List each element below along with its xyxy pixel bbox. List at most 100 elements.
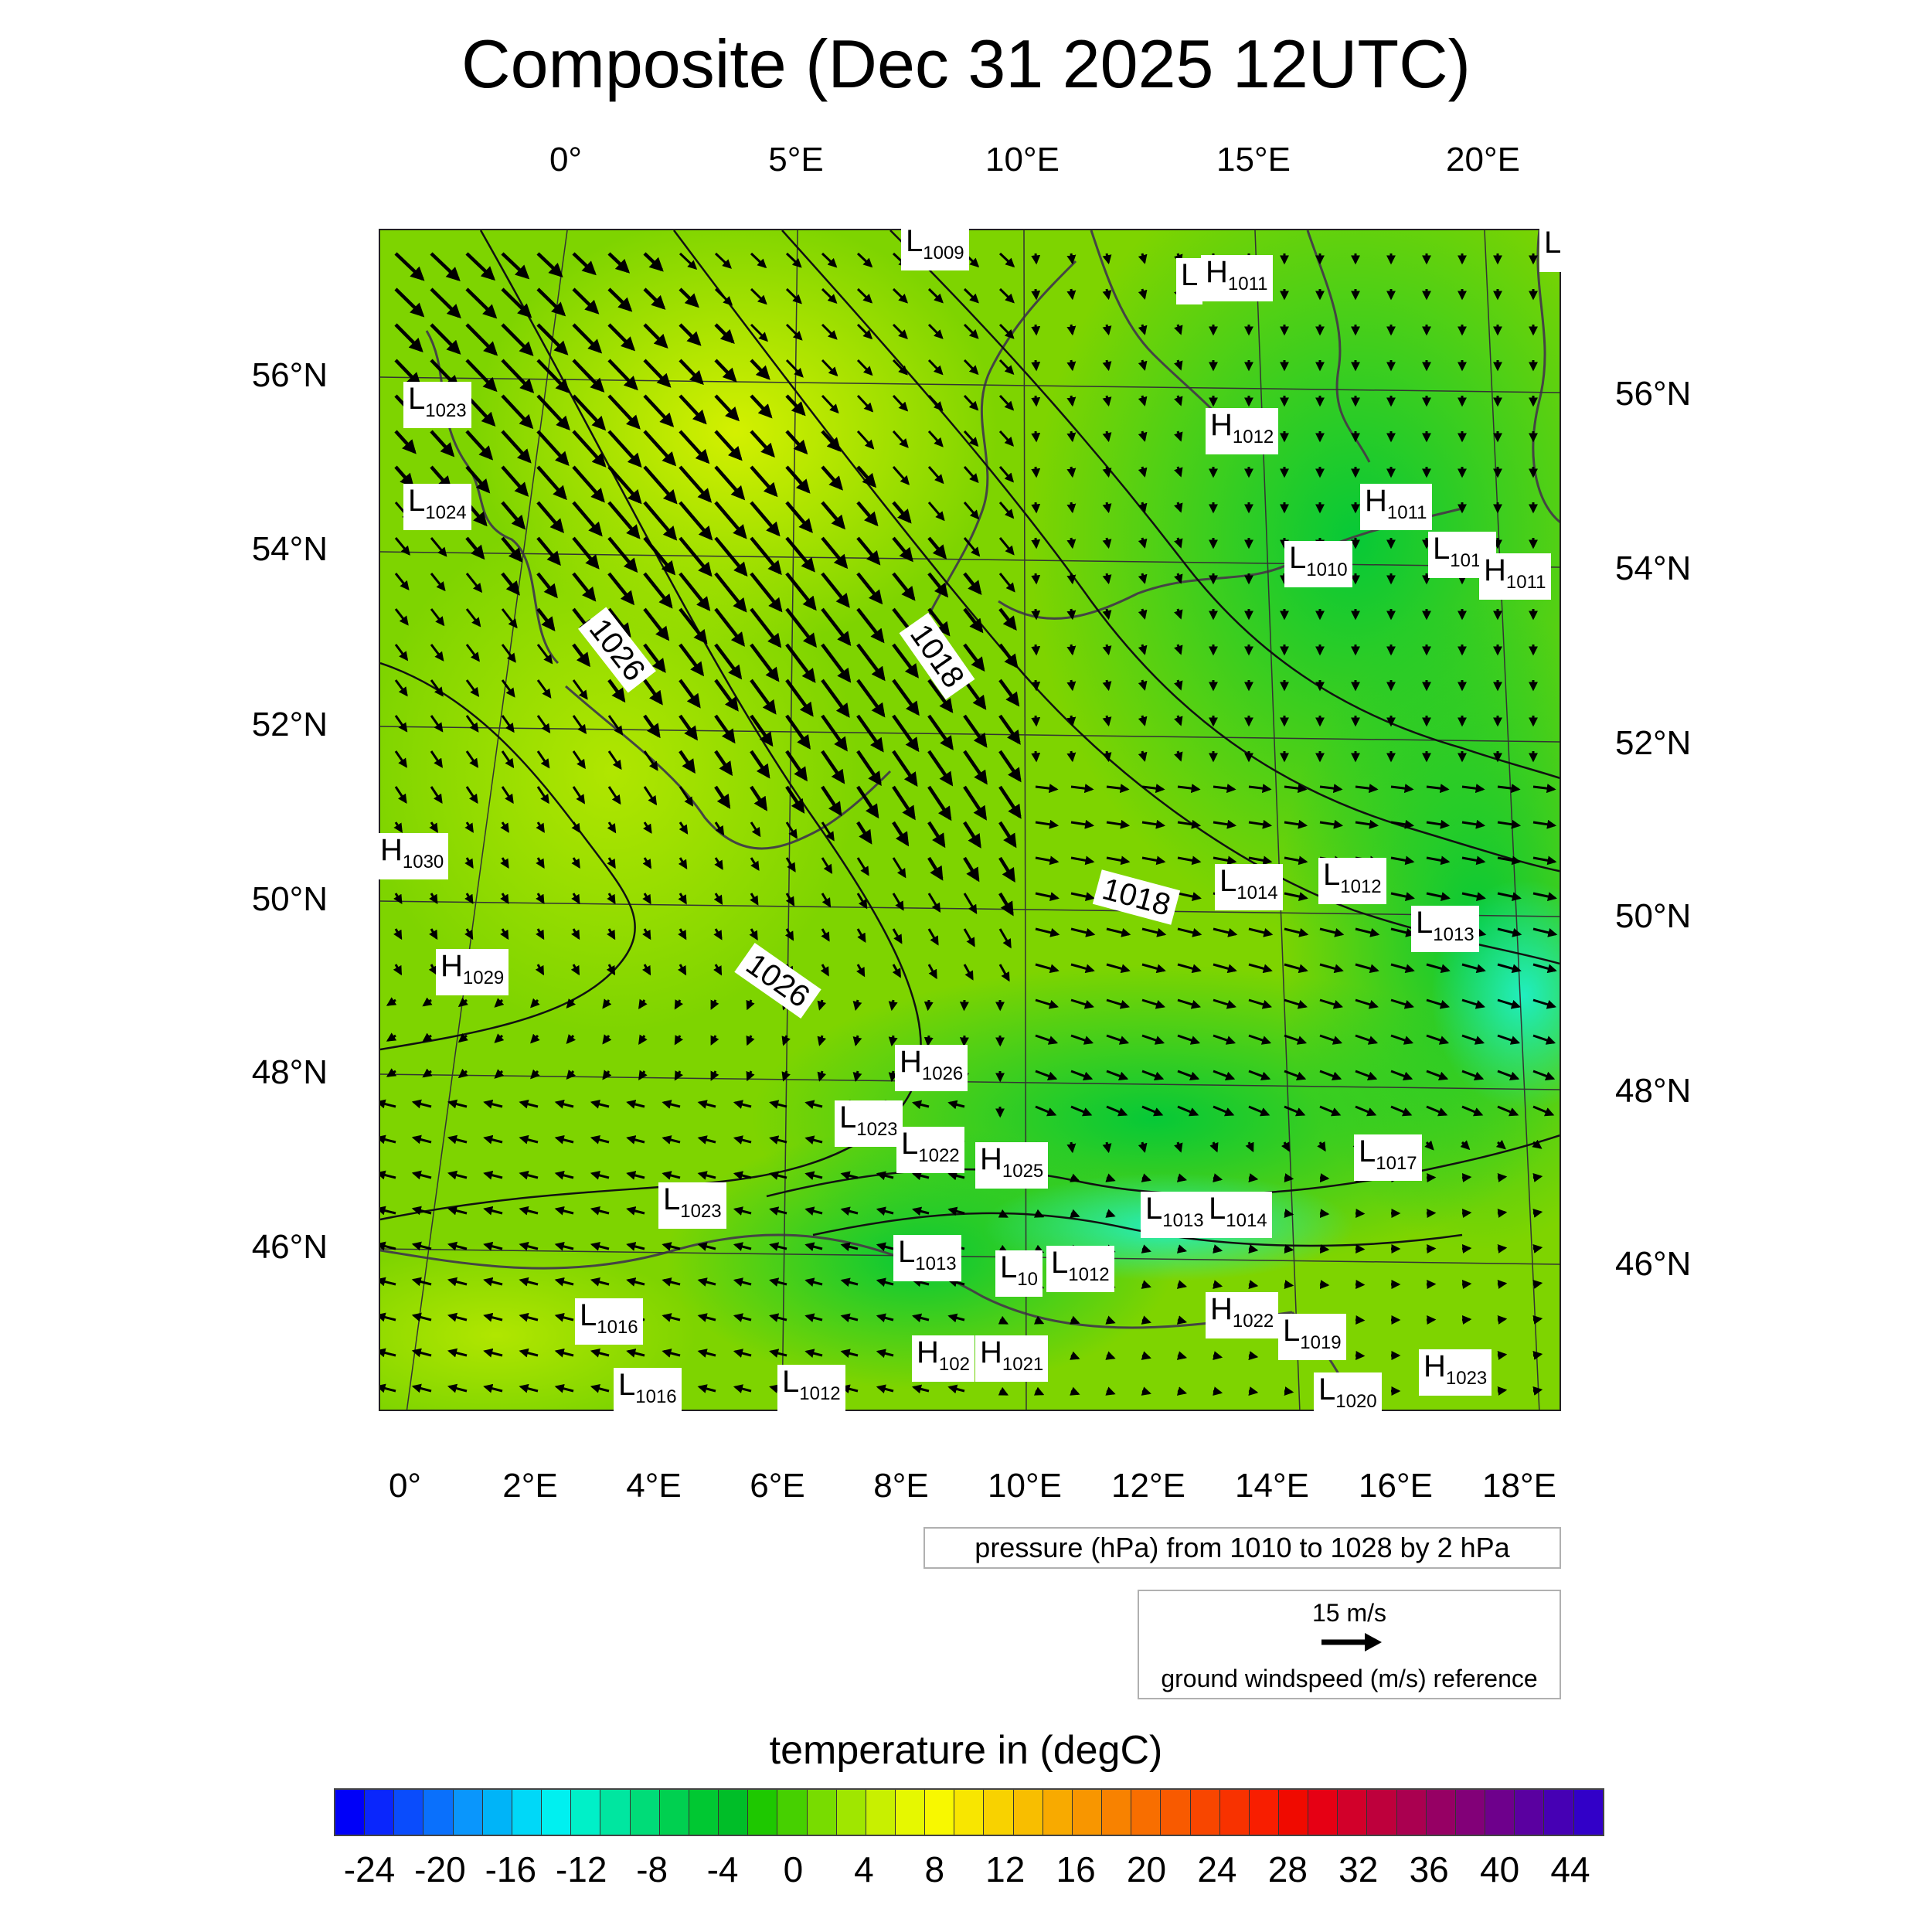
- wind-arrow: [1174, 324, 1183, 335]
- wind-arrow: [1248, 819, 1273, 829]
- wind-arrow: [714, 714, 736, 744]
- wind-arrow: [430, 537, 447, 557]
- wind-arrow: [554, 1134, 574, 1145]
- colorbar-tick-label: 8: [924, 1849, 945, 1889]
- colorbar-swatch: [1573, 1790, 1603, 1835]
- wind-arrow: [643, 714, 661, 739]
- wind-arrow: [447, 1348, 468, 1358]
- wind-arrow: [1138, 502, 1148, 513]
- wind-arrow: [927, 536, 947, 560]
- wind-arrow: [785, 252, 802, 268]
- wind-arrow: [1426, 1105, 1448, 1117]
- wind-arrow: [821, 359, 838, 377]
- wind-arrow: [785, 785, 805, 814]
- wind-arrow: [1141, 1315, 1151, 1325]
- wind-arrow: [1426, 1034, 1450, 1045]
- wind-arrow: [1141, 855, 1166, 866]
- wind-arrow: [1102, 395, 1112, 407]
- wind-arrow: [963, 643, 985, 672]
- wind-arrow: [785, 536, 815, 573]
- wind-arrow: [554, 1277, 574, 1287]
- wind-arrow: [1248, 1105, 1270, 1117]
- graticule-line: [380, 1248, 1560, 1265]
- wind-arrow: [428, 964, 438, 976]
- wind-arrow: [785, 857, 796, 872]
- right-lat-tick: 54°N: [1615, 549, 1692, 587]
- wind-arrow: [804, 1277, 823, 1287]
- wind-arrow: [643, 287, 666, 310]
- wind-arrow: [679, 714, 698, 741]
- wind-arrow: [804, 1135, 823, 1145]
- top-lon-tick: 15°E: [1216, 141, 1291, 179]
- wind-arrow: [714, 465, 746, 501]
- colorbar-swatch: [453, 1790, 483, 1835]
- wind-arrow: [386, 997, 397, 1006]
- wind-arrow: [590, 1134, 610, 1145]
- wind-arrow: [570, 964, 580, 976]
- wind-arrow: [876, 1313, 894, 1323]
- wind-arrow: [536, 394, 570, 431]
- wind-arrow: [465, 786, 478, 804]
- wind-arrow: [750, 572, 783, 613]
- wind-arrow: [892, 750, 918, 787]
- wind-arrow: [674, 999, 683, 1010]
- wind-arrow: [963, 750, 988, 785]
- wind-arrow: [626, 1135, 645, 1145]
- colorbar-swatch: [836, 1790, 866, 1835]
- wind-arrow: [1209, 1141, 1219, 1153]
- wind-arrow: [750, 750, 770, 779]
- wind-arrow: [411, 1312, 432, 1322]
- colorbar-swatch: [984, 1790, 1014, 1835]
- wind-arrow: [643, 430, 677, 467]
- wind-arrow: [572, 359, 605, 393]
- colorbar-swatch: [1338, 1790, 1368, 1835]
- wind-arrow: [1355, 1315, 1366, 1325]
- wind-arrow: [602, 1034, 612, 1045]
- wind-arrow: [1035, 892, 1060, 901]
- wind-arrow: [1532, 1034, 1556, 1045]
- wind-arrow: [892, 572, 916, 601]
- wind-arrow: [1066, 466, 1077, 478]
- colorbar-swatch: [925, 1790, 955, 1835]
- wind-arrow: [947, 1384, 965, 1394]
- wind-arrow: [607, 857, 616, 869]
- wind-arrow: [380, 1134, 396, 1145]
- wind-arrow: [1284, 892, 1308, 901]
- wind-arrow: [892, 394, 909, 412]
- wind-arrow: [1070, 927, 1096, 937]
- wind-arrow: [566, 998, 576, 1009]
- wind-arrow: [554, 1312, 574, 1322]
- right-lat-tick: 48°N: [1615, 1072, 1692, 1110]
- pressure-center-high: H1026: [895, 1045, 968, 1091]
- colorbar-swatch: [1013, 1790, 1043, 1835]
- wind-arrow: [1106, 1034, 1130, 1045]
- bottom-lon-tick: 6°E: [750, 1467, 805, 1505]
- wind-arrow: [386, 1068, 397, 1077]
- wind-arrow: [963, 856, 980, 883]
- coastline: [920, 260, 1077, 633]
- wind-arrow: [713, 964, 723, 976]
- colorbar-tick-label: -8: [636, 1849, 668, 1889]
- wind-arrow: [1102, 324, 1112, 336]
- wind-arrow: [1174, 750, 1183, 762]
- wind-arrow: [1106, 784, 1130, 794]
- wind-arrow: [785, 643, 816, 683]
- wind-arrow: [820, 964, 829, 977]
- wind-arrow: [856, 287, 873, 304]
- wind-arrow: [1177, 963, 1202, 974]
- wind-arrow: [1066, 502, 1077, 514]
- wind-arrow: [963, 359, 979, 376]
- wind-arrow: [638, 998, 648, 1010]
- wind-arrow: [679, 465, 713, 503]
- wind-arrow: [411, 1170, 432, 1180]
- wind-arrow: [1213, 963, 1237, 974]
- colorbar-swatch: [571, 1790, 601, 1835]
- wind-arrow: [1426, 963, 1451, 974]
- wind-arrow: [892, 466, 910, 485]
- wind-arrow: [1497, 963, 1522, 974]
- colorbar-swatch: [1249, 1790, 1279, 1835]
- wind-arrow: [590, 1383, 610, 1393]
- wind-arrow: [750, 323, 768, 342]
- wind-arrow: [1138, 288, 1148, 300]
- wind-arrow: [697, 1384, 716, 1393]
